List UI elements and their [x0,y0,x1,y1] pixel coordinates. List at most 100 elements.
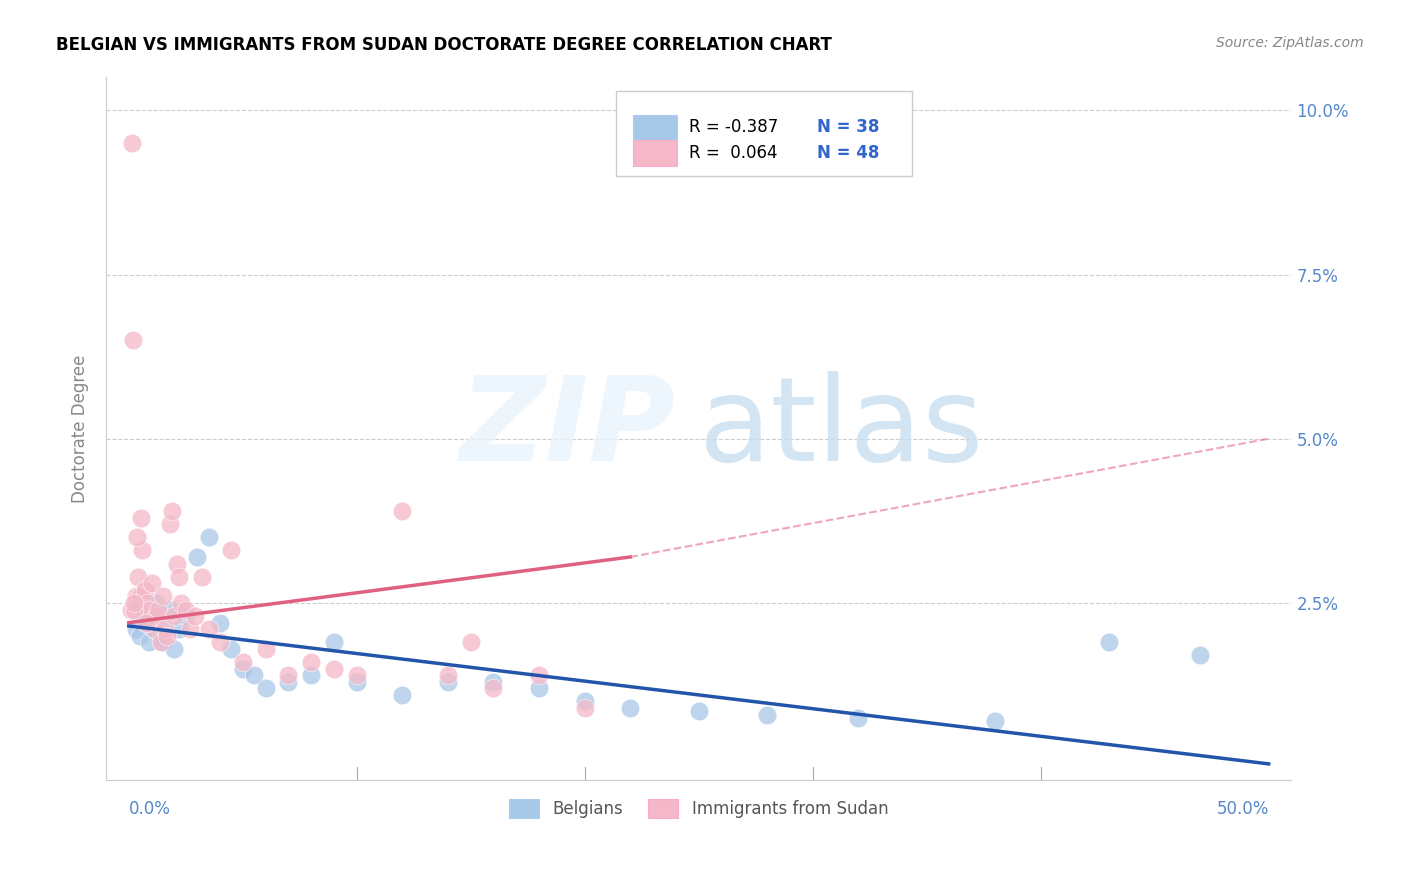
Point [1189,648,1212,663]
Point [254,681,277,696]
Point [134,582,156,597]
Point [124,602,146,616]
Legend: Belgians, Immigrants from Sudan: Belgians, Immigrants from Sudan [502,792,894,825]
Point [208,615,231,630]
Text: 0.0%: 0.0% [129,800,170,818]
Y-axis label: Doctorate Degree: Doctorate Degree [72,355,89,503]
Text: N = 38: N = 38 [817,119,880,136]
Point [124,596,146,610]
FancyBboxPatch shape [616,92,912,176]
Point [174,609,197,624]
Point [129,510,152,524]
Point [197,530,219,544]
Point [142,622,165,636]
Point [135,615,157,630]
Point [527,681,550,696]
Point [131,543,153,558]
Point [322,635,344,649]
Text: 50.0%: 50.0% [1216,800,1268,818]
Point [134,609,156,624]
Point [163,641,186,656]
Point [688,704,710,718]
Point [197,622,219,636]
Point [574,694,596,708]
Point [153,622,176,636]
Point [153,622,176,636]
Point [166,557,188,571]
Point [152,635,174,649]
Point [391,688,413,702]
Point [527,668,550,682]
Point [186,549,208,564]
Point [156,629,179,643]
Point [149,635,172,649]
Point [437,668,460,682]
Point [148,602,170,616]
Point [141,602,163,616]
Point [136,615,159,630]
Point [121,136,143,150]
Point [221,543,243,558]
Point [138,635,160,649]
Point [159,602,181,616]
Point [619,701,641,715]
Point [163,609,186,624]
Point [277,668,299,682]
Point [984,714,1007,728]
Point [142,622,165,636]
Point [167,569,190,583]
Point [346,668,368,682]
Text: R =  0.064: R = 0.064 [689,144,778,162]
Point [254,641,277,656]
Point [299,655,322,669]
Point [232,662,254,676]
Point [184,609,207,624]
Point [138,602,160,616]
Point [232,655,254,669]
Point [122,333,145,347]
Point [756,707,779,722]
Point [120,602,142,616]
Point [299,668,322,682]
Point [152,590,174,604]
Point [1098,635,1121,649]
Point [145,609,167,624]
Point [346,674,368,689]
Point [159,517,181,532]
Point [129,629,152,643]
Point [322,662,344,676]
Point [124,590,146,604]
Text: N = 48: N = 48 [817,144,880,162]
Point [208,635,231,649]
Point [190,569,212,583]
Point [482,674,505,689]
Point [170,596,193,610]
Point [574,701,596,715]
Point [243,668,266,682]
Point [125,530,148,544]
Point [437,674,460,689]
Point [277,674,299,689]
Text: atlas: atlas [699,371,984,486]
Point [179,622,201,636]
Point [160,504,183,518]
Text: Source: ZipAtlas.com: Source: ZipAtlas.com [1216,36,1364,50]
Point [129,590,152,604]
Text: R = -0.387: R = -0.387 [689,119,779,136]
Text: ZIP: ZIP [458,371,675,486]
Point [127,569,149,583]
Point [460,635,482,649]
Point [149,629,172,643]
Point [391,504,413,518]
FancyBboxPatch shape [634,115,678,140]
Point [174,602,197,616]
Point [221,641,243,656]
Point [136,596,159,610]
Point [482,681,505,696]
Point [124,622,146,636]
Point [167,622,190,636]
Point [145,596,167,610]
Point [846,711,869,725]
FancyBboxPatch shape [634,140,678,166]
Point [141,576,163,591]
